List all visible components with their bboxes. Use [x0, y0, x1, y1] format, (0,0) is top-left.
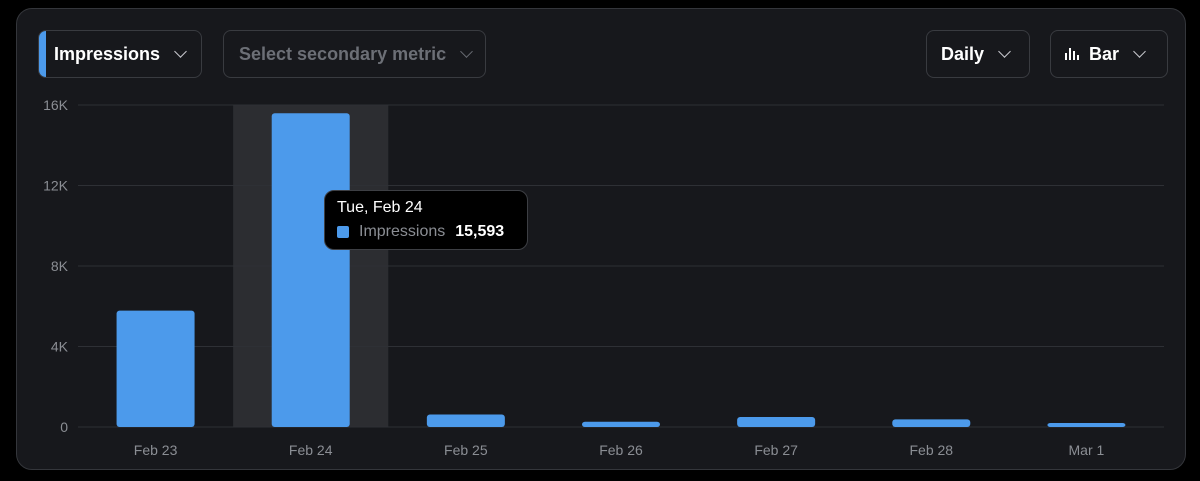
tooltip-series-name: Impressions — [359, 223, 446, 240]
bar-chart-icon — [1065, 48, 1079, 60]
bar-feb-27 — [737, 416, 816, 427]
tooltip-value: 15,593 — [455, 223, 505, 240]
x-tick-label: Feb 25 — [444, 442, 488, 458]
primary-metric-dropdown[interactable]: Impressions — [38, 30, 202, 78]
y-tick-label: 0 — [60, 419, 68, 435]
x-tick-label: Feb 28 — [909, 442, 953, 458]
bar-mar-1 — [1047, 423, 1126, 427]
secondary-metric-dropdown[interactable]: Select secondary metric — [223, 30, 486, 78]
y-tick-label: 8K — [51, 258, 69, 274]
interval-label: Daily — [941, 43, 985, 64]
x-tick-label: Feb 26 — [599, 442, 643, 458]
y-tick-label: 16K — [43, 97, 69, 113]
x-tick-label: Mar 1 — [1069, 442, 1105, 458]
x-tick-label: Feb 24 — [289, 442, 333, 458]
bar-feb-25 — [426, 414, 505, 427]
x-tick-label: Feb 23 — [134, 442, 178, 458]
metric-color-accent — [39, 31, 46, 77]
tooltip-row: Impressions 15,593 — [337, 223, 515, 241]
chart-panel: Impressions Select secondary metric Dail… — [16, 8, 1186, 470]
y-tick-label: 4K — [51, 339, 69, 355]
secondary-metric-label: Select secondary metric — [239, 43, 447, 64]
bar-feb-28 — [892, 419, 971, 427]
primary-metric-label: Impressions — [54, 43, 161, 64]
chart-type-label: Bar — [1089, 43, 1120, 64]
chart-type-dropdown[interactable]: Bar — [1050, 30, 1168, 78]
bar-feb-26 — [582, 421, 660, 427]
chart-tooltip: Tue, Feb 24 Impressions 15,593 — [324, 190, 528, 250]
interval-dropdown[interactable]: Daily — [926, 30, 1030, 78]
tooltip-date: Tue, Feb 24 — [337, 199, 423, 216]
tooltip-series-swatch — [337, 226, 349, 238]
bar-feb-24 — [271, 113, 350, 428]
y-tick-label: 12K — [43, 178, 69, 194]
bar-feb-23 — [116, 310, 195, 427]
x-tick-label: Feb 27 — [754, 442, 798, 458]
